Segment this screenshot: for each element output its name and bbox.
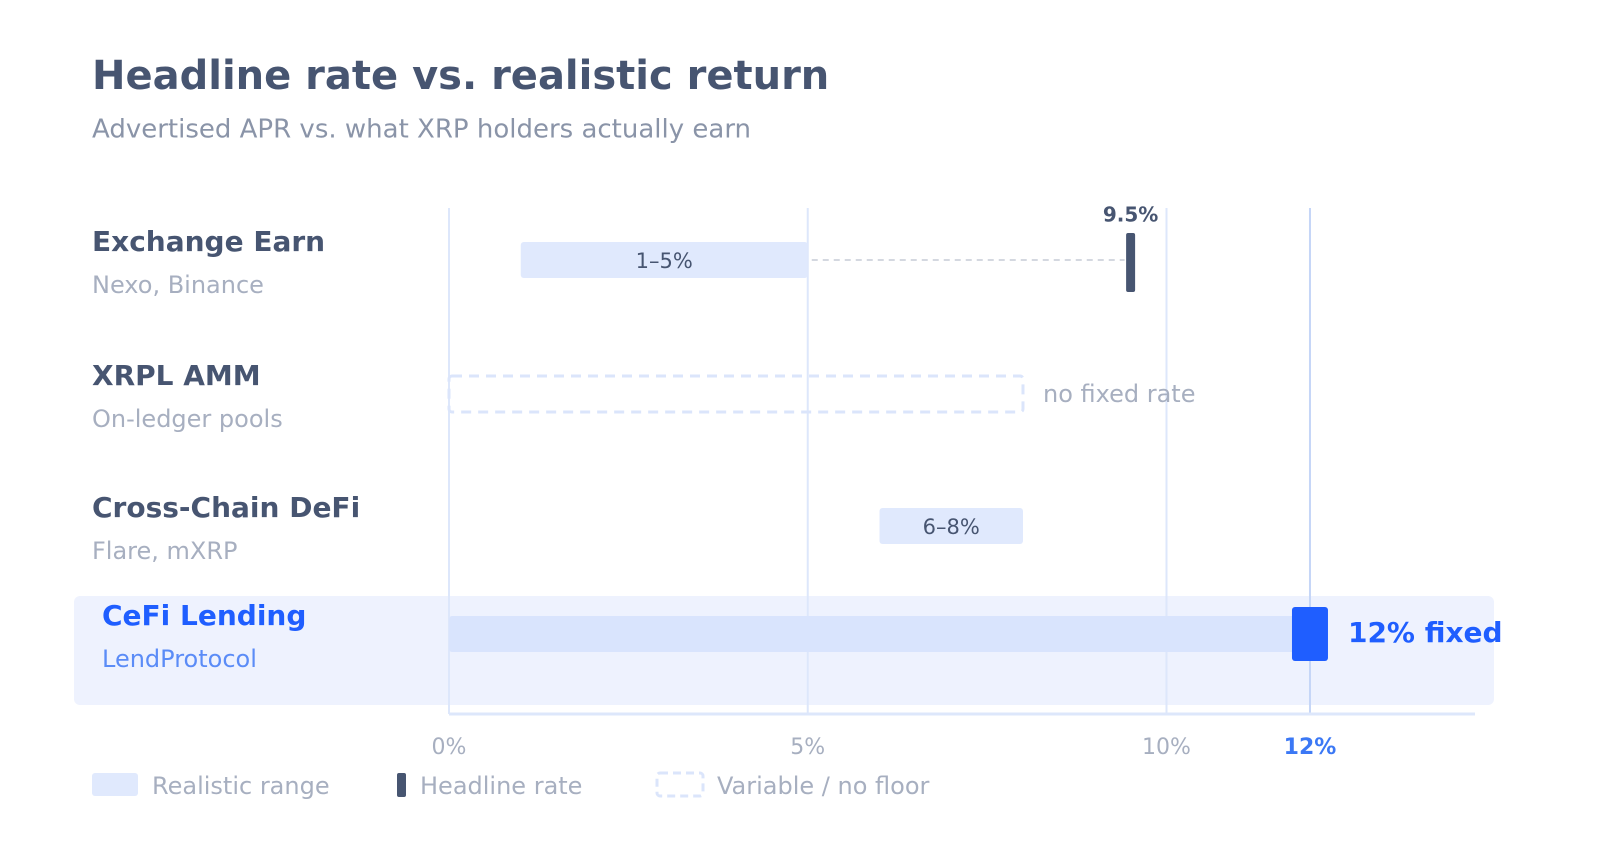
x-tick-label: 10% xyxy=(1142,735,1191,760)
x-tick-label: 12% xyxy=(1284,735,1337,760)
variable-bar xyxy=(447,374,1025,414)
row-detail: Nexo, Binance xyxy=(92,271,264,299)
row-name: CeFi Lending xyxy=(102,599,306,632)
range-bar xyxy=(879,508,1023,544)
row-name: Cross-Chain DeFi xyxy=(92,491,360,524)
legend-swatch xyxy=(655,771,705,798)
x-tick-label: 0% xyxy=(432,735,467,760)
legend-swatch xyxy=(397,773,406,797)
chart-title: Headline rate vs. realistic return xyxy=(92,53,829,99)
chart-subtitle: Advertised APR vs. what XRP holders actu… xyxy=(92,115,751,145)
range-label: 6–8% xyxy=(923,515,980,539)
legend-swatch xyxy=(92,773,138,796)
row-detail: LendProtocol xyxy=(102,645,257,673)
headline-mark xyxy=(1126,233,1136,292)
row-detail: Flare, mXRP xyxy=(92,537,238,565)
headline-label: 9.5% xyxy=(1103,203,1158,227)
range-bar xyxy=(449,616,1310,652)
row-name: Exchange Earn xyxy=(92,225,325,258)
range-label: 1–5% xyxy=(636,249,693,273)
variable-note: no fixed rate xyxy=(1043,380,1195,408)
row-name: XRPL AMM xyxy=(92,359,261,392)
legend-label: Headline rate xyxy=(420,772,582,800)
range-bar xyxy=(520,242,808,278)
row-detail: On-ledger pools xyxy=(92,405,283,433)
x-tick-label: 5% xyxy=(790,735,825,760)
legend-label: Variable / no floor xyxy=(717,772,930,800)
headline-label: 12% fixed xyxy=(1348,616,1503,649)
headline-mark xyxy=(1291,607,1328,661)
legend-label: Realistic range xyxy=(152,772,330,800)
